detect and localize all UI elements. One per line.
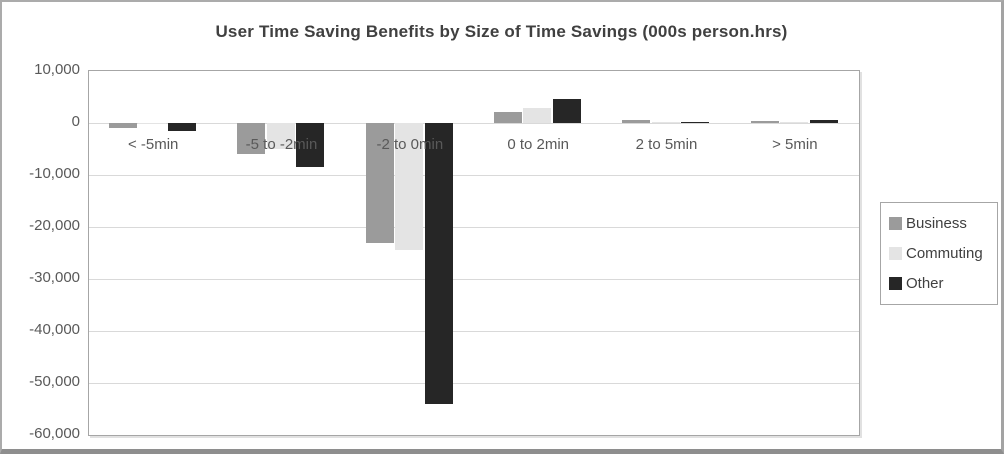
category-label-0: < -5min — [127, 136, 179, 153]
bar-other-2 — [424, 123, 453, 404]
bar-commuting-3 — [523, 107, 552, 123]
category-label-4: 2 to 5min — [635, 136, 698, 153]
gridline — [89, 331, 859, 332]
bar-other-4 — [681, 122, 710, 123]
y-tick-label: -30,000 — [29, 269, 80, 286]
gridline — [89, 227, 859, 228]
gridline — [89, 279, 859, 280]
y-tick-label: -50,000 — [29, 373, 80, 390]
category-label-1: -5 to -2min — [245, 136, 318, 153]
category-label-2: -2 to 0min — [376, 136, 444, 153]
y-tick-label: -60,000 — [29, 425, 80, 442]
bar-commuting-1 — [266, 123, 295, 149]
bar-other-5 — [809, 119, 838, 123]
chart-title: User Time Saving Benefits by Size of Tim… — [215, 22, 788, 41]
legend-label: Other — [906, 275, 944, 292]
y-tick-label: 0 — [71, 113, 80, 130]
bar-other-1 — [296, 123, 325, 168]
legend: Business Commuting Other — [880, 202, 998, 305]
bar-business-4 — [622, 120, 651, 123]
y-tick-label: 10,000 — [34, 61, 80, 78]
bar-other-0 — [167, 123, 196, 132]
bar-other-3 — [552, 99, 581, 123]
bar-commuting-0 — [138, 123, 167, 124]
legend-swatch-icon — [889, 277, 902, 290]
bar-business-1 — [237, 123, 266, 155]
category-label-5: > 5min — [772, 136, 818, 153]
category-label-3: 0 to 2min — [507, 136, 570, 153]
bar-commuting-5 — [780, 122, 809, 123]
bar-business-3 — [494, 111, 523, 123]
legend-label: Business — [906, 215, 967, 232]
y-tick-label: -10,000 — [29, 165, 80, 182]
bar-business-0 — [109, 123, 138, 129]
gridline — [89, 383, 859, 384]
bar-business-2 — [365, 123, 394, 243]
gridline — [89, 175, 859, 176]
legend-item-other: Other — [889, 275, 989, 292]
zero-axis-line — [89, 123, 859, 124]
plot-area: < -5min -5 to -2min -2 to 0min 0 to 2min 2 t… — [88, 70, 860, 436]
bar-commuting-4 — [651, 122, 680, 123]
legend-item-commuting: Commuting — [889, 245, 989, 262]
legend-swatch-icon — [889, 247, 902, 260]
bar-business-5 — [750, 120, 779, 123]
legend-item-business: Business — [889, 215, 989, 232]
y-tick-label: -20,000 — [29, 217, 80, 234]
legend-swatch-icon — [889, 217, 902, 230]
bar-commuting-2 — [395, 123, 424, 251]
y-tick-label: -40,000 — [29, 321, 80, 338]
legend-label: Commuting — [906, 245, 983, 262]
